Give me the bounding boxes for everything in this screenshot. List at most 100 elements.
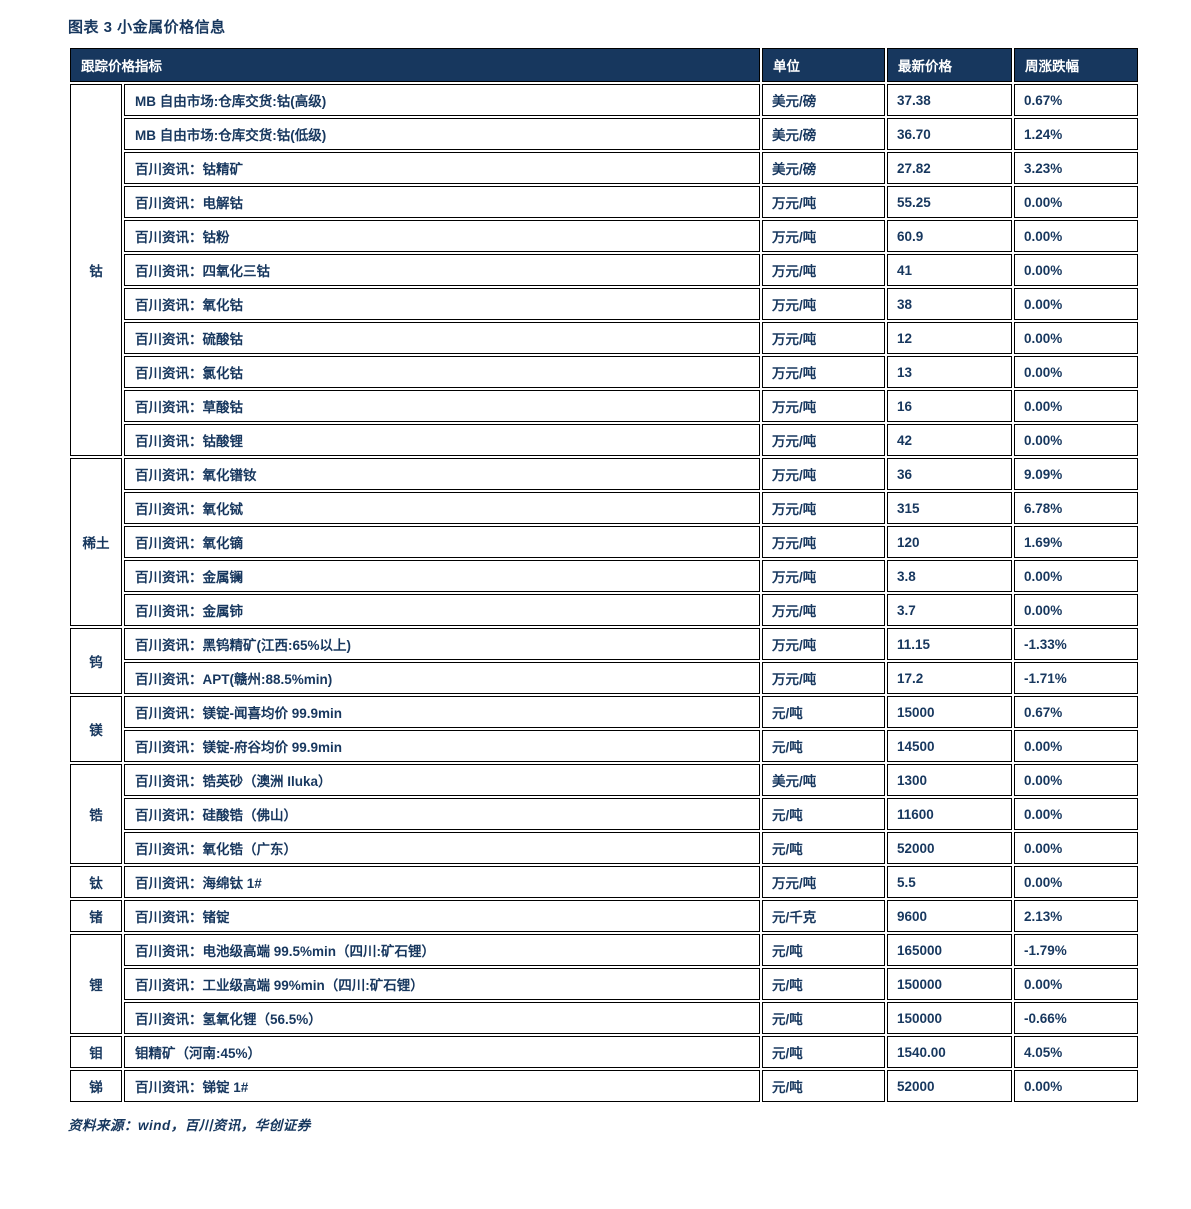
unit-cell: 万元/吨 (762, 288, 885, 320)
table-header-row: 跟踪价格指标 单位 最新价格 周涨跌幅 (70, 48, 1138, 82)
header-unit: 单位 (762, 48, 885, 82)
table-row: 百川资讯：APT(赣州:88.5%min) 万元/吨 17.2 -1.71% (70, 662, 1138, 694)
change-cell: 0.00% (1014, 798, 1138, 830)
unit-cell: 万元/吨 (762, 662, 885, 694)
change-cell: 0.00% (1014, 560, 1138, 592)
indicator-cell: 百川资讯：锆英砂（澳洲 Iluka） (124, 764, 760, 796)
unit-cell: 元/吨 (762, 1002, 885, 1034)
change-cell: 0.00% (1014, 356, 1138, 388)
table-row: 百川资讯：工业级高端 99%min（四川:矿石锂） 元/吨 150000 0.00% (70, 968, 1138, 1000)
change-cell: 3.23% (1014, 152, 1138, 184)
metal-group-label: 镁 (70, 696, 122, 762)
metal-group-label: 钼 (70, 1036, 122, 1068)
price-cell: 150000 (887, 968, 1012, 1000)
price-cell: 27.82 (887, 152, 1012, 184)
change-cell: 0.00% (1014, 254, 1138, 286)
table-row: 钛百川资讯：海绵钛 1# 万元/吨 5.5 0.00% (70, 866, 1138, 898)
price-cell: 55.25 (887, 186, 1012, 218)
indicator-cell: 百川资讯：金属镧 (124, 560, 760, 592)
price-cell: 1300 (887, 764, 1012, 796)
price-cell: 9600 (887, 900, 1012, 932)
header-indicator: 跟踪价格指标 (70, 48, 760, 82)
indicator-cell: 百川资讯：四氧化三钴 (124, 254, 760, 286)
price-cell: 3.8 (887, 560, 1012, 592)
change-cell: 1.24% (1014, 118, 1138, 150)
price-table: 跟踪价格指标 单位 最新价格 周涨跌幅 钴 MB 自由市场:仓库交货:钴(高级) 美… (68, 46, 1140, 1104)
price-cell: 150000 (887, 1002, 1012, 1034)
change-cell: 2.13% (1014, 900, 1138, 932)
change-cell: 0.00% (1014, 730, 1138, 762)
price-cell: 38 (887, 288, 1012, 320)
price-cell: 11.15 (887, 628, 1012, 660)
price-cell: 41 (887, 254, 1012, 286)
indicator-cell: 百川资讯：氯化钴 (124, 356, 760, 388)
indicator-cell: 百川资讯：钴酸锂 (124, 424, 760, 456)
indicator-cell: 百川资讯：硅酸锆（佛山） (124, 798, 760, 830)
unit-cell: 万元/吨 (762, 594, 885, 626)
change-cell: 0.00% (1014, 968, 1138, 1000)
header-change: 周涨跌幅 (1014, 48, 1138, 82)
price-cell: 315 (887, 492, 1012, 524)
unit-cell: 万元/吨 (762, 458, 885, 490)
metal-group-label: 钴 (70, 84, 122, 456)
unit-cell: 元/吨 (762, 1036, 885, 1068)
data-source-note: 资料来源：wind，百川资讯，华创证券 (68, 1118, 311, 1133)
indicator-cell: 百川资讯：氧化镝 (124, 526, 760, 558)
change-cell: 0.00% (1014, 424, 1138, 456)
unit-cell: 元/吨 (762, 798, 885, 830)
indicator-cell: 百川资讯：工业级高端 99%min（四川:矿石锂） (124, 968, 760, 1000)
price-cell: 3.7 (887, 594, 1012, 626)
unit-cell: 美元/磅 (762, 152, 885, 184)
table-row: 稀土 百川资讯：氧化镨钕 万元/吨 36 9.09% (70, 458, 1138, 626)
unit-cell: 万元/吨 (762, 356, 885, 388)
table-row: 钼钼精矿（河南:45%） 元/吨 1540.00 4.05% (70, 1036, 1138, 1068)
price-cell: 17.2 (887, 662, 1012, 694)
table-row: 百川资讯：氧化铽 万元/吨 315 6.78% (70, 492, 1138, 524)
price-cell: 52000 (887, 1070, 1012, 1102)
table-row: 百川资讯：氧化锆（广东） 元/吨 52000 0.00% (70, 832, 1138, 864)
table-row: 百川资讯：钴精矿 美元/磅 27.82 3.23% (70, 152, 1138, 184)
change-cell: -1.33% (1014, 628, 1138, 660)
header-price: 最新价格 (887, 48, 1012, 82)
indicator-cell: 百川资讯：海绵钛 1# (124, 866, 760, 898)
price-cell: 36.70 (887, 118, 1012, 150)
indicator-cell: 百川资讯：电解钴 (124, 186, 760, 218)
table-row: 百川资讯：草酸钴 万元/吨 16 0.00% (70, 390, 1138, 422)
price-cell: 14500 (887, 730, 1012, 762)
indicator-cell: 百川资讯：APT(赣州:88.5%min) (124, 662, 760, 694)
unit-cell: 万元/吨 (762, 186, 885, 218)
metal-group-label: 锗 (70, 900, 122, 932)
metal-group-label: 锆 (70, 764, 122, 864)
change-cell: 0.00% (1014, 764, 1138, 796)
table-row: 锆百川资讯：锆英砂（澳洲 Iluka） 美元/吨 1300 0.00% (70, 764, 1138, 864)
price-cell: 12 (887, 322, 1012, 354)
change-cell: 4.05% (1014, 1036, 1138, 1068)
indicator-cell: 百川资讯：电池级高端 99.5%min（四川:矿石锂） (124, 934, 760, 966)
price-cell: 165000 (887, 934, 1012, 966)
price-cell: 5.5 (887, 866, 1012, 898)
table-row: 百川资讯：金属铈 万元/吨 3.7 0.00% (70, 594, 1138, 626)
indicator-cell: 百川资讯：钴精矿 (124, 152, 760, 184)
table-row: 百川资讯：四氧化三钴 万元/吨 41 0.00% (70, 254, 1138, 286)
indicator-cell: 百川资讯：草酸钴 (124, 390, 760, 422)
change-cell: 0.00% (1014, 220, 1138, 252)
change-cell: 1.69% (1014, 526, 1138, 558)
table-row: 锗百川资讯：锗锭 元/千克 9600 2.13% (70, 900, 1138, 932)
table-row: 百川资讯：硅酸锆（佛山） 元/吨 11600 0.00% (70, 798, 1138, 830)
table-row: 百川资讯：钴酸锂 万元/吨 42 0.00% (70, 424, 1138, 456)
metal-group-label: 锂 (70, 934, 122, 1034)
table-row: MB 自由市场:仓库交货:钴(低级) 美元/磅 36.70 1.24% (70, 118, 1138, 150)
price-table-body: 钴 MB 自由市场:仓库交货:钴(高级) 美元/磅 37.38 0.67% MB 自由市场… (70, 84, 1138, 1102)
change-cell: 0.00% (1014, 866, 1138, 898)
unit-cell: 元/吨 (762, 968, 885, 1000)
table-row: 镁百川资讯：镁锭-闻喜均价 99.9min 元/吨 15000 0.67% (70, 696, 1138, 762)
price-cell: 1540.00 (887, 1036, 1012, 1068)
table-row: 百川资讯：氢氧化锂（56.5%） 元/吨 150000 -0.66% (70, 1002, 1138, 1034)
unit-cell: 万元/吨 (762, 628, 885, 660)
unit-cell: 美元/磅 (762, 84, 885, 116)
price-cell: 42 (887, 424, 1012, 456)
metal-group-label: 钨 (70, 628, 122, 694)
table-row: 锑百川资讯：锑锭 1# 元/吨 52000 0.00% (70, 1070, 1138, 1102)
figure-title: 图表 3 小金属价格信息 (68, 19, 226, 36)
unit-cell: 元/吨 (762, 1070, 885, 1102)
